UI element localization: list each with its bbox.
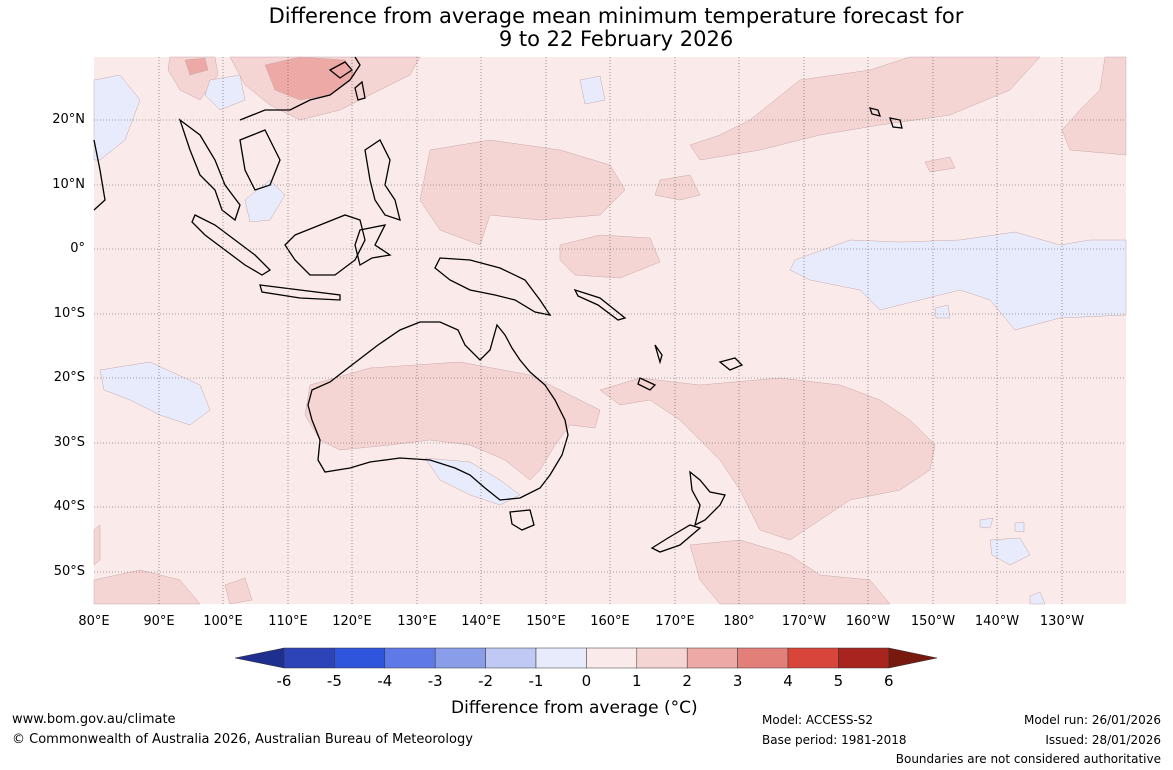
lon-label: 160°E — [590, 614, 630, 629]
colorbar — [234, 647, 938, 669]
colorbar-tick: 3 — [732, 672, 743, 690]
colorbar-swatch — [283, 647, 335, 669]
lon-label: 90°E — [143, 614, 175, 629]
coastlines — [93, 56, 903, 553]
website-link[interactable]: www.bom.gov.au/climate — [12, 712, 176, 727]
colorbar-extend-low — [234, 647, 285, 669]
colorbar-swatch — [535, 647, 587, 669]
lat-label: 20°N — [52, 112, 85, 127]
lat-label: 20°S — [53, 370, 85, 385]
lon-label: 130°W — [1039, 614, 1085, 629]
colorbar-tick: -6 — [276, 672, 292, 690]
colorbar-tick: 0 — [581, 672, 592, 690]
issued-date: Issued: 28/01/2026 — [1045, 733, 1161, 747]
colorbar-swatch — [384, 647, 436, 669]
lat-label: 10°N — [52, 177, 85, 192]
colorbar-swatch — [737, 647, 789, 669]
lat-label: 0° — [70, 241, 85, 256]
lon-label: 110°E — [268, 614, 308, 629]
colorbar-tick: 6 — [884, 672, 894, 690]
colorbar-tick: -1 — [528, 672, 544, 690]
colorbar-label: Difference from average (°C) — [451, 698, 698, 718]
colorbar-tick: -5 — [326, 672, 342, 690]
colorbar-tick: -2 — [478, 672, 494, 690]
lon-label: 80°E — [78, 614, 110, 629]
lon-label: 170°E — [655, 614, 695, 629]
colorbar-swatch — [586, 647, 638, 669]
lat-label: 40°S — [53, 499, 85, 514]
lon-label: 140°W — [974, 614, 1020, 629]
lon-label: 140°E — [461, 614, 501, 629]
lon-label: 180° — [723, 614, 755, 629]
lon-label: 120°E — [332, 614, 372, 629]
graticule — [94, 57, 1126, 604]
chart-title-line1: Difference from average mean minimum tem… — [268, 4, 964, 28]
disclaimer-text: Boundaries are not considered authoritat… — [895, 752, 1161, 766]
colorbar-swatch — [334, 647, 386, 669]
lon-label: 100°E — [203, 614, 243, 629]
colorbar-tick: 2 — [682, 672, 692, 690]
model-name: Model: ACCESS-S2 — [762, 713, 874, 727]
model-run-date: Model run: 26/01/2026 — [1023, 713, 1161, 727]
colorbar-tick: 1 — [632, 672, 642, 690]
lat-label: 10°S — [53, 306, 85, 321]
chart-title-line2: 9 to 22 February 2026 — [498, 27, 734, 51]
colorbar-swatch — [485, 647, 537, 669]
lon-label: 150°E — [526, 614, 566, 629]
colorbar-swatch — [434, 647, 486, 669]
lat-label: 50°S — [53, 564, 85, 579]
colorbar-swatch — [787, 647, 839, 669]
anomaly-contours — [93, 56, 1127, 605]
colorbar-swatch — [838, 647, 890, 669]
lon-label: 170°W — [781, 614, 827, 629]
lon-label: 130°E — [397, 614, 437, 629]
colorbar-swatch — [636, 647, 688, 669]
colorbar-extend-high — [888, 647, 938, 669]
copyright-text: © Commonwealth of Australia 2026, Austra… — [12, 732, 473, 747]
colorbar-tick: -3 — [427, 672, 443, 690]
lat-label: 30°S — [53, 435, 85, 450]
lon-label: 160°W — [845, 614, 891, 629]
base-period: Base period: 1981-2018 — [762, 733, 907, 747]
colorbar-swatch — [686, 647, 738, 669]
lon-label: 150°W — [910, 614, 956, 629]
colorbar-tick: 5 — [833, 672, 844, 690]
colorbar-tick: 4 — [783, 672, 793, 690]
colorbar-tick: -4 — [377, 672, 393, 690]
